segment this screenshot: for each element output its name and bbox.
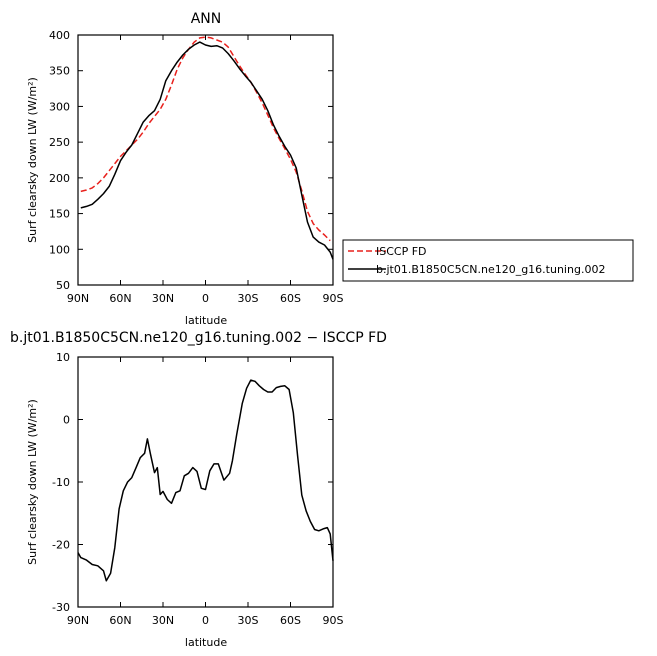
bottom-y-tick-label: -10 (52, 476, 70, 489)
top-y-tick-label: 100 (49, 243, 70, 256)
top-y-tick-label: 250 (49, 136, 70, 149)
bottom-y-axis: -30 -20 -10 0 10 (52, 351, 333, 614)
top-y-tick-label: 300 (49, 100, 70, 113)
top-chart-title: ANN (191, 11, 222, 27)
top-x-tick-label: 90S (323, 292, 344, 305)
legend-label-model: b.jt01.B1850C5CN.ne120_g16.tuning.002 (376, 263, 605, 276)
bottom-x-axis: 90N 60N 30N 0 30S 60S 90S (67, 357, 344, 627)
bottom-x-axis-label: latitude (185, 636, 227, 649)
legend-box (342, 239, 634, 282)
top-y-tick-label: 50 (56, 279, 70, 292)
top-series-line-1 (80, 41, 334, 260)
bottom-series-line-0 (77, 379, 334, 582)
bottom-y-tick-label: -30 (52, 601, 70, 614)
bottom-x-tick-label: 30N (152, 614, 174, 627)
bottom-y-axis-label: Surf clearsky down LW (W/m²) (26, 399, 39, 565)
top-plot-area (80, 36, 334, 260)
legend: ISCCP FD b.jt01.B1850C5CN.ne120_g16.tuni… (342, 239, 634, 282)
top-plot-frame (77, 34, 334, 286)
bottom-x-tick-label: 90S (323, 614, 344, 627)
bottom-plot-area (77, 379, 334, 582)
bottom-plot-frame (77, 356, 334, 608)
top-y-axis: 50 100 150 200 250 300 350 400 (49, 29, 333, 292)
top-panel: ANN 90N 60N 30N 0 30S 60S 90S 50 100 150 200 250 30… (26, 11, 634, 327)
bottom-y-tick-label: -20 (52, 539, 70, 552)
legend-label-isccp: ISCCP FD (376, 245, 427, 258)
top-x-tick-label: 0 (202, 292, 209, 305)
top-y-tick-label: 150 (49, 208, 70, 221)
top-y-tick-label: 200 (49, 172, 70, 185)
top-y-axis-label: Surf clearsky down LW (W/m²) (26, 77, 39, 243)
bottom-x-tick-label: 90N (67, 614, 89, 627)
top-x-tick-label: 30S (238, 292, 259, 305)
bottom-panel: b.jt01.B1850C5CN.ne120_g16.tuning.002 − … (10, 330, 387, 649)
top-x-tick-label: 60S (280, 292, 301, 305)
bottom-x-tick-label: 0 (202, 614, 209, 627)
bottom-x-tick-label: 60S (280, 614, 301, 627)
bottom-x-tick-label: 60N (109, 614, 131, 627)
bottom-y-tick-label: 0 (63, 414, 70, 427)
top-x-axis: 90N 60N 30N 0 30S 60S 90S (67, 35, 344, 305)
bottom-y-tick-label: 10 (56, 351, 70, 364)
top-x-axis-label: latitude (185, 314, 227, 327)
top-y-tick-label: 350 (49, 65, 70, 78)
top-series-line-0 (80, 36, 331, 242)
top-y-tick-label: 400 (49, 29, 70, 42)
top-x-tick-label: 90N (67, 292, 89, 305)
bottom-chart-title: b.jt01.B1850C5CN.ne120_g16.tuning.002 − … (10, 330, 387, 346)
bottom-x-tick-label: 30S (238, 614, 259, 627)
top-x-tick-label: 60N (109, 292, 131, 305)
top-x-tick-label: 30N (152, 292, 174, 305)
